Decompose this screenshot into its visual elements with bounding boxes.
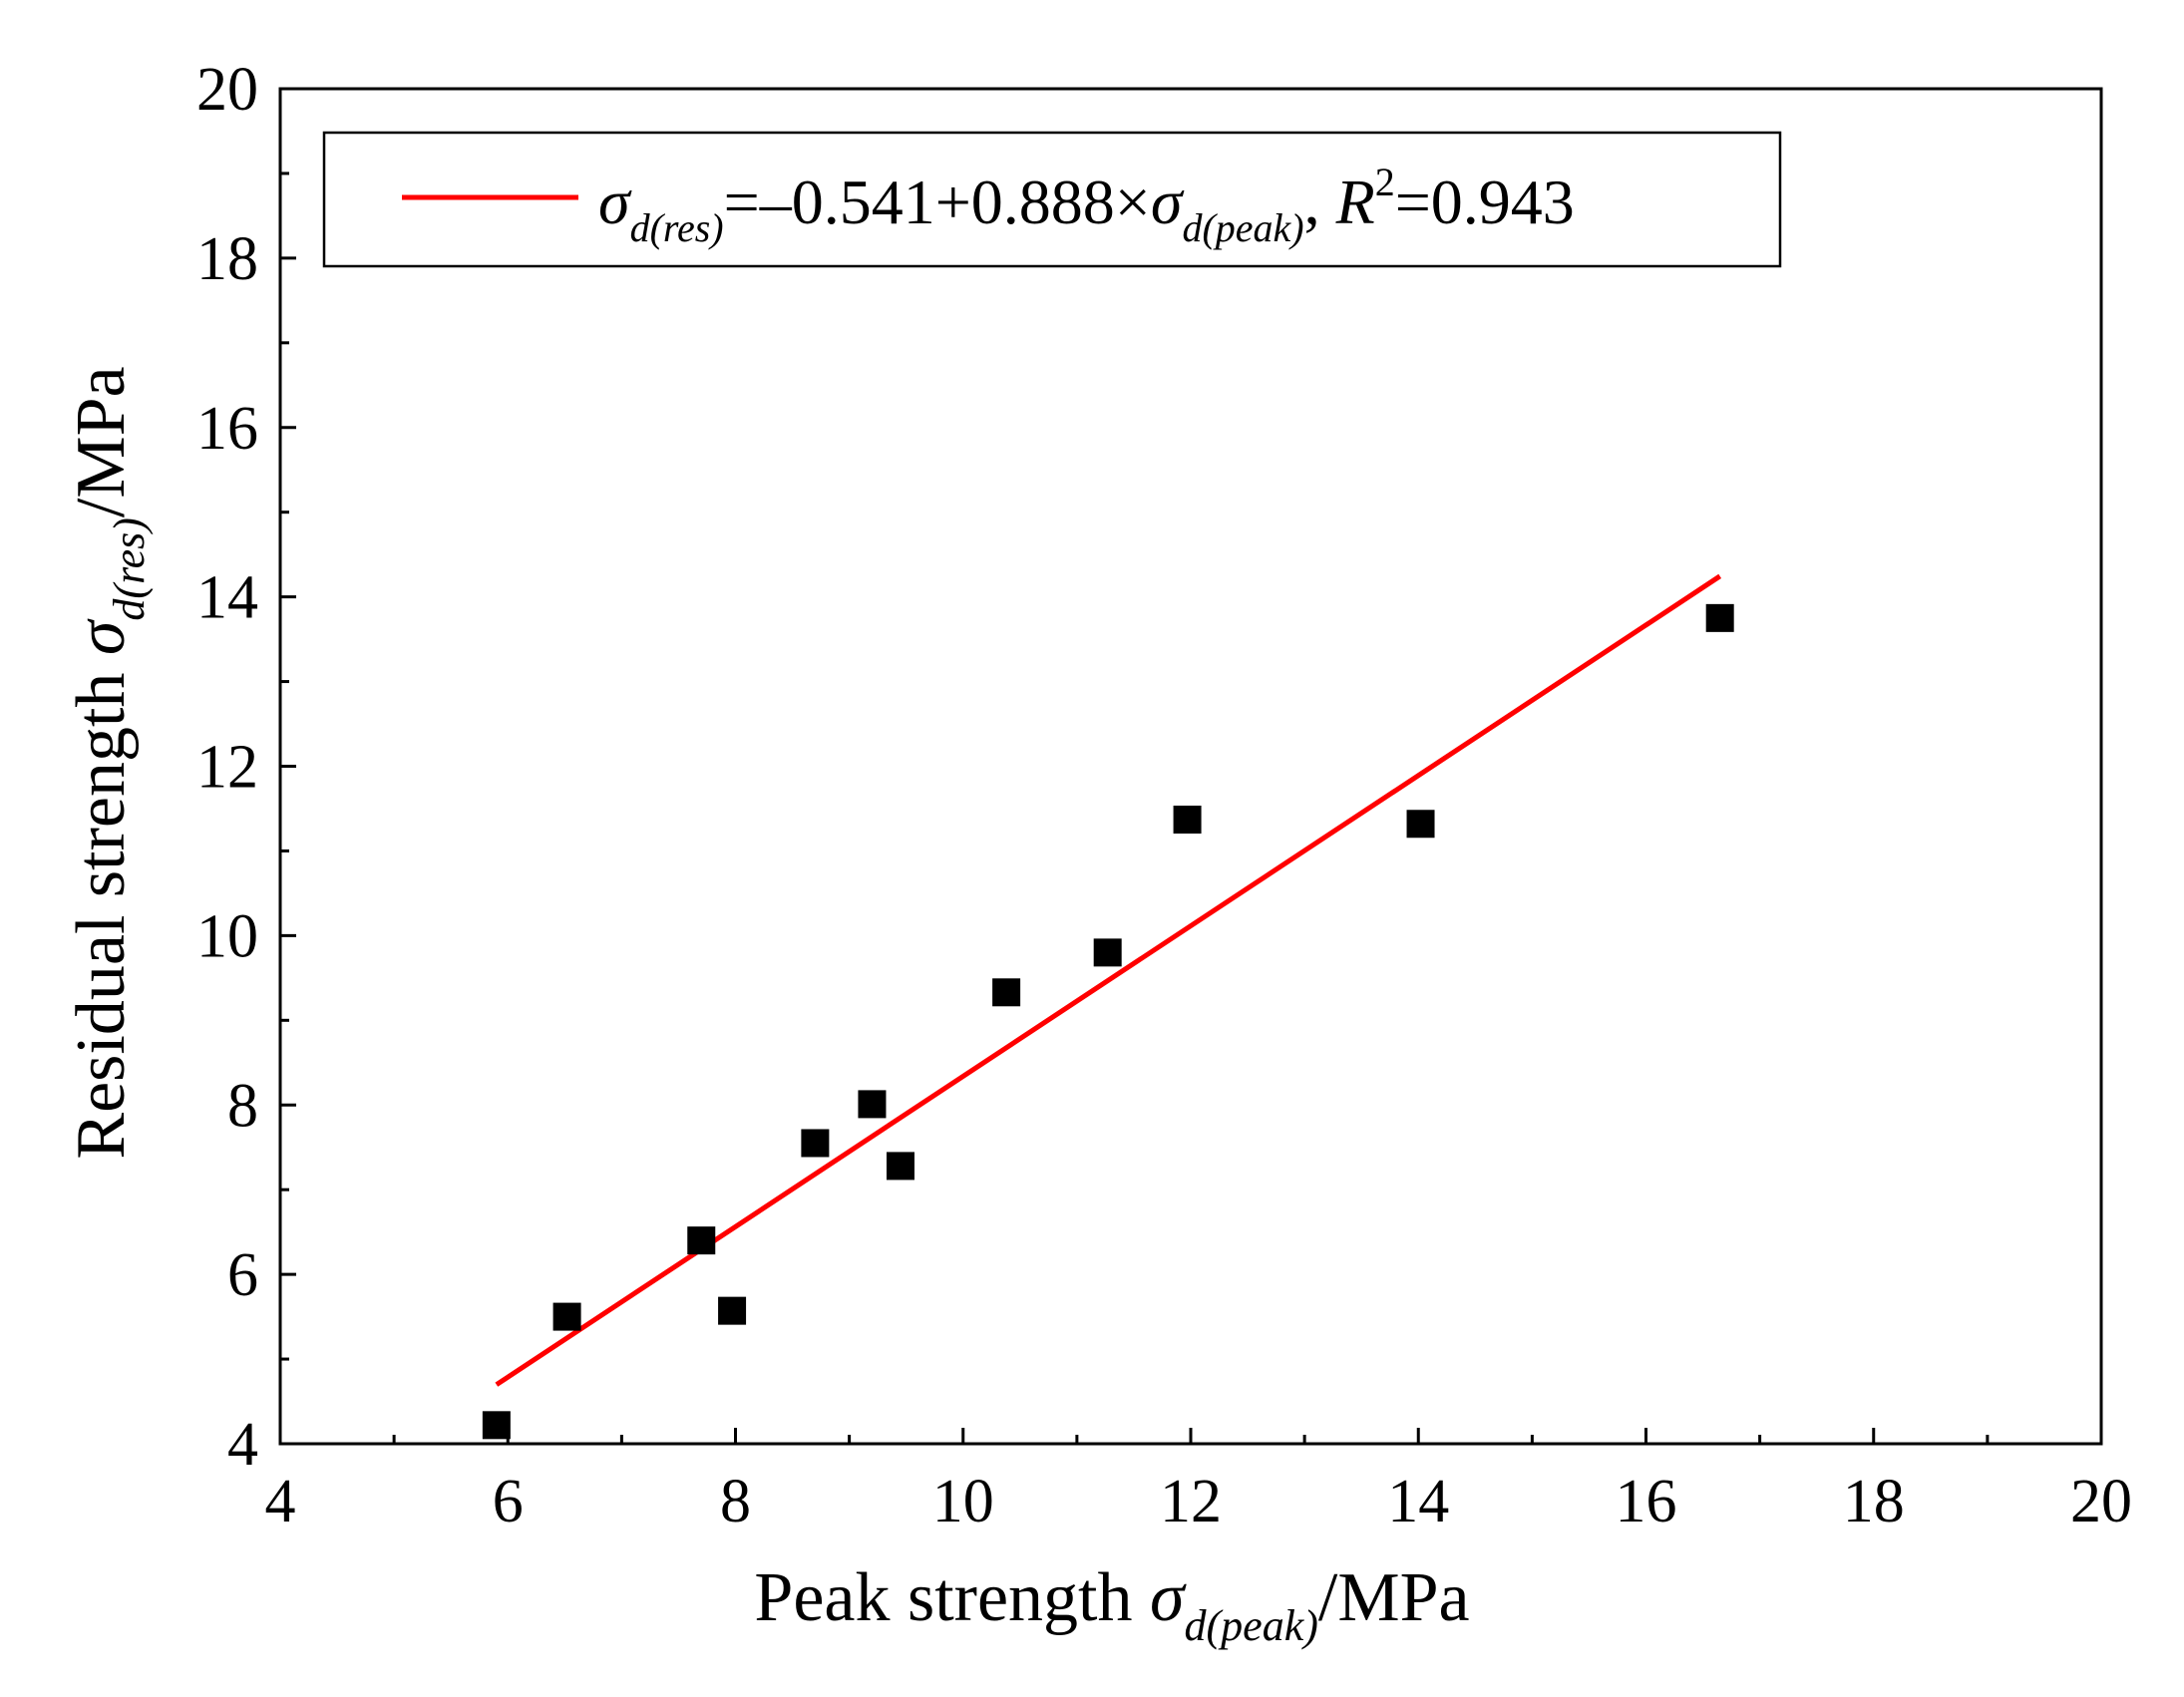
x-tick-label: 20 [2070, 1468, 2132, 1535]
data-point [801, 1129, 830, 1158]
x-tick-label: 6 [493, 1468, 524, 1535]
legend-r-symbol: R [1335, 167, 1375, 237]
x-tick-label: 16 [1616, 1468, 1677, 1535]
x-tick-label: 8 [720, 1468, 751, 1535]
legend-lhs-symbol: σ [598, 167, 632, 237]
data-point [886, 1152, 914, 1181]
y-tick-label: 8 [227, 1072, 258, 1140]
y-axis-label-symbol: σ [63, 618, 140, 655]
x-axis-label-prefix: Peak strength [754, 1559, 1150, 1636]
legend-equation: σd(res)=–0.541+0.888×σd(peak), R2=0.943 [598, 160, 1575, 250]
data-point [687, 1226, 716, 1255]
y-tick-label: 10 [196, 902, 258, 970]
data-point [858, 1090, 887, 1119]
x-axis-label-suffix: /MPa [1318, 1559, 1470, 1636]
data-point [1406, 810, 1435, 839]
x-axis-ticks [278, 1428, 2103, 1444]
data-points [482, 603, 1734, 1440]
y-axis-label-prefix: Residual strength [63, 655, 140, 1159]
y-tick-label: 14 [196, 564, 258, 632]
legend-rhs-symbol: σ [1151, 167, 1185, 237]
y-tick-label: 12 [196, 734, 258, 802]
y-axis-label-suffix: /MPa [63, 366, 140, 517]
y-axis-label: Residual strength σd(res)/MPa [63, 366, 154, 1159]
data-point [992, 978, 1021, 1007]
legend-comma: , [1304, 167, 1336, 237]
y-axis-tick-labels: 4 6 8 10 12 14 16 18 20 [196, 56, 258, 1479]
legend-equation-middle: =–0.541+0.888× [724, 167, 1151, 237]
data-point [1705, 603, 1734, 632]
x-tick-label: 10 [932, 1468, 994, 1535]
x-axis-tick-labels: 4 6 8 10 12 14 16 18 20 [265, 1468, 2133, 1535]
y-tick-label: 16 [196, 395, 258, 463]
y-axis-label-subscript: d(res) [105, 517, 154, 620]
data-point [1173, 806, 1202, 835]
legend-rhs-subscript: d(peak) [1182, 205, 1303, 250]
x-tick-label: 4 [265, 1468, 296, 1535]
legend-lhs-subscript: d(res) [630, 205, 724, 250]
data-point [552, 1302, 581, 1331]
y-tick-label: 18 [196, 225, 258, 293]
x-tick-label: 12 [1160, 1468, 1222, 1535]
data-point [1093, 938, 1122, 967]
y-axis-ticks [280, 87, 296, 1446]
legend: σd(res)=–0.541+0.888×σd(peak), R2=0.943 [322, 131, 1782, 268]
y-tick-label: 6 [227, 1241, 258, 1309]
x-axis-label: Peak strength σd(peak)/MPa [754, 1559, 1469, 1650]
legend-r-value: =0.943 [1395, 167, 1575, 237]
legend-r-superscript: 2 [1375, 160, 1395, 204]
y-tick-label: 4 [227, 1411, 258, 1479]
x-axis-label-symbol: σ [1150, 1559, 1187, 1636]
data-point [718, 1296, 747, 1325]
x-axis-label-subscript: d(peak) [1185, 1601, 1318, 1650]
x-tick-label: 18 [1843, 1468, 1905, 1535]
x-tick-label: 14 [1387, 1468, 1449, 1535]
data-point [482, 1411, 511, 1440]
y-tick-label: 20 [196, 56, 258, 124]
